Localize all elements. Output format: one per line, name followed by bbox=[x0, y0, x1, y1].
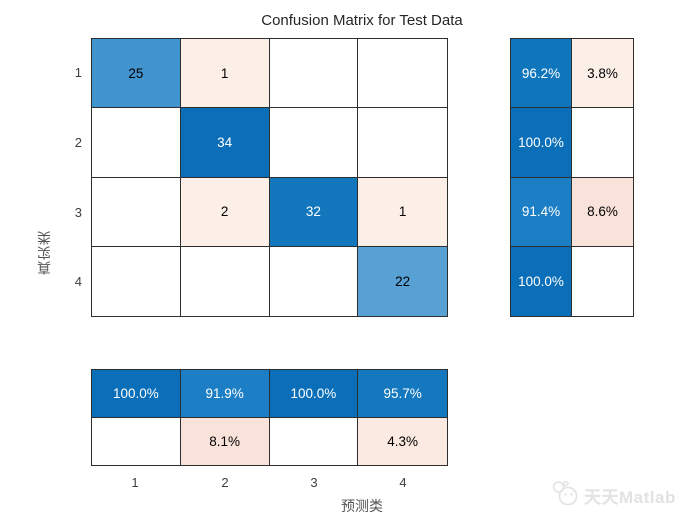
matrix-cell: 32 bbox=[269, 177, 359, 247]
row-summary-cell: 8.6% bbox=[572, 177, 633, 247]
column-summary-cell bbox=[92, 417, 181, 465]
x-tick-1: 1 bbox=[131, 475, 139, 490]
y-tick-1: 1 bbox=[74, 65, 82, 80]
matrix-cell bbox=[269, 108, 359, 178]
matrix-cell bbox=[92, 108, 181, 178]
row-summary-cell: 96.2% bbox=[511, 39, 572, 109]
matrix-cell: 34 bbox=[180, 108, 270, 178]
matrix-cell: 2 bbox=[180, 177, 270, 247]
matrix-cell: 25 bbox=[92, 39, 181, 109]
matrix-cell bbox=[269, 246, 359, 316]
row-summary-grid: 96.2% 3.8% 100.0% 91.4% 8.6% 100.0% bbox=[510, 38, 634, 317]
column-summary-cell bbox=[269, 417, 359, 465]
confusion-matrix-grid: 25 1 34 2 32 1 22 bbox=[91, 38, 448, 317]
x-tick-4: 4 bbox=[399, 475, 407, 490]
matrix-cell: 1 bbox=[180, 39, 270, 109]
row-summary-cell bbox=[572, 108, 633, 178]
watermark-text: 天天Matlab bbox=[584, 488, 676, 507]
x-axis-label: 预测类 bbox=[341, 498, 383, 514]
column-summary-cell: 8.1% bbox=[180, 417, 270, 465]
row-summary-cell bbox=[572, 246, 633, 316]
y-tick-4: 4 bbox=[74, 274, 82, 289]
matrix-cell: 1 bbox=[358, 177, 447, 247]
y-tick-2: 2 bbox=[74, 135, 82, 150]
matrix-cell bbox=[92, 246, 181, 316]
row-summary-cell: 3.8% bbox=[572, 39, 633, 109]
y-tick-3: 3 bbox=[74, 205, 82, 220]
row-summary-cell: 100.0% bbox=[511, 246, 572, 316]
matrix-cell bbox=[180, 246, 270, 316]
column-summary-cell: 95.7% bbox=[358, 370, 447, 418]
column-summary-cell: 4.3% bbox=[358, 417, 447, 465]
y-axis-label: 真实类 bbox=[36, 230, 52, 276]
column-summary-cell: 91.9% bbox=[180, 370, 270, 418]
column-summary-cell: 100.0% bbox=[92, 370, 181, 418]
matrix-cell: 22 bbox=[358, 246, 447, 316]
row-summary-cell: 91.4% bbox=[511, 177, 572, 247]
chart-title: Confusion Matrix for Test Data bbox=[261, 12, 463, 29]
panda-logo-icon bbox=[550, 478, 580, 513]
x-tick-2: 2 bbox=[221, 475, 229, 490]
column-summary-grid: 100.0% 91.9% 100.0% 95.7% 8.1% 4.3% bbox=[91, 369, 448, 466]
watermark: 天天Matlab bbox=[550, 478, 676, 513]
matrix-cell bbox=[92, 177, 181, 247]
row-summary-cell: 100.0% bbox=[511, 108, 572, 178]
matrix-cell bbox=[358, 39, 447, 109]
matrix-cell bbox=[269, 39, 359, 109]
matrix-cell bbox=[358, 108, 447, 178]
x-tick-3: 3 bbox=[310, 475, 318, 490]
column-summary-cell: 100.0% bbox=[269, 370, 359, 418]
